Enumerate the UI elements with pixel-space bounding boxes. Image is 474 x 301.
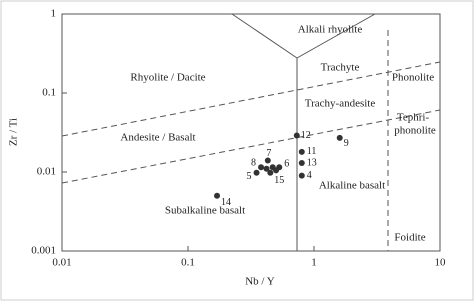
x-axis-label: Nb / Y	[245, 276, 275, 288]
boundary	[231, 13, 298, 59]
y-tick-label: 1	[51, 8, 57, 20]
plot-frame	[61, 13, 441, 252]
region-label: phonolite	[394, 125, 436, 137]
region-label: Andesite / Basalt	[120, 132, 195, 144]
point-label: 14	[221, 197, 231, 208]
data-point	[336, 134, 343, 141]
boundary	[61, 61, 441, 137]
boundaries	[61, 13, 441, 251]
region-label: Tephri-	[397, 112, 430, 124]
data-point	[258, 164, 265, 171]
point-label: 9	[344, 138, 349, 149]
point-label: 8	[251, 158, 256, 169]
x-tick-label: 1	[311, 257, 317, 269]
x-tick-label: 0.01	[52, 257, 71, 269]
x-tick-label: 10	[435, 257, 447, 269]
point-label: 4	[307, 170, 312, 181]
point-label: 12	[301, 130, 311, 141]
y-tick-label: 0.1	[42, 87, 56, 99]
region-label: Rhyolite / Dacite	[130, 72, 205, 84]
region-label: Alkaline basalt	[319, 180, 385, 192]
region-label: Phonolite	[392, 72, 434, 84]
y-axis-label: Zr / Ti	[8, 118, 20, 146]
point-label: 5	[247, 171, 252, 182]
data-point	[267, 169, 274, 176]
data-point	[298, 172, 305, 179]
boundary	[296, 13, 376, 59]
point-label: 13	[307, 157, 317, 168]
boundary	[61, 109, 441, 184]
data-point	[253, 169, 260, 176]
data-point	[298, 159, 305, 166]
y-tick-label: 0.01	[37, 166, 56, 178]
y-tick-label: 0.001	[31, 245, 56, 257]
data-point	[263, 165, 270, 172]
data-point	[293, 132, 300, 139]
data-point	[214, 192, 221, 199]
region-label: Foidite	[394, 232, 425, 244]
region-label: Subalkaline basalt	[165, 205, 245, 217]
region-label: Trachyte	[321, 62, 360, 74]
region-label: Trachy-andesite	[305, 98, 376, 110]
point-label: 11	[307, 146, 317, 157]
point-label: 7	[266, 148, 271, 159]
region-label: Alkali rhyolite	[298, 24, 363, 36]
x-tick-label: 0.1	[181, 257, 195, 269]
data-point	[298, 148, 305, 155]
point-label: 15	[274, 175, 284, 186]
data-point	[264, 157, 271, 164]
data-point	[273, 167, 280, 174]
point-label: 6	[284, 159, 289, 170]
